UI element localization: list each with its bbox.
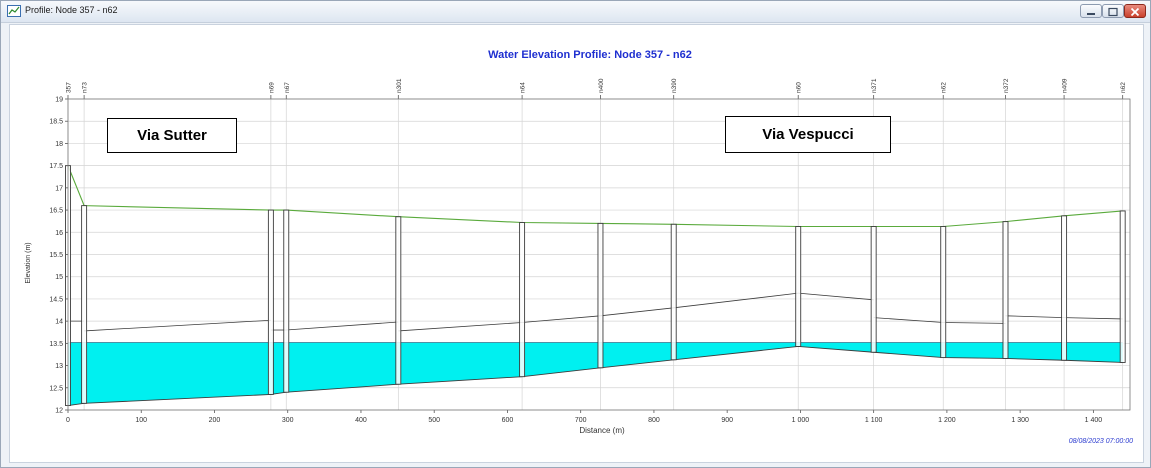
pipe-crown-segment <box>1064 317 1123 320</box>
x-tick-label: 400 <box>355 417 367 424</box>
maximize-button[interactable] <box>1102 4 1124 18</box>
chart-area: 12 12.5 13 13.5 14 14.5 15 15.5 16 16.5 17 17.5 18 18… <box>9 24 1144 463</box>
y-tick-label: 13 <box>55 363 63 370</box>
close-icon <box>1130 7 1140 17</box>
x-tick-label: 1 100 <box>865 417 883 424</box>
manhole <box>1061 215 1068 361</box>
manhole <box>395 216 402 385</box>
plot-frame <box>65 95 1131 413</box>
node-label: n371 <box>871 78 878 93</box>
y-tick-label: 14 <box>55 319 63 326</box>
manhole <box>670 223 677 361</box>
callout-via-vespucci: Via Vespucci <box>725 116 891 153</box>
x-tick-label: 1 400 <box>1085 417 1103 424</box>
minimize-icon <box>1087 13 1095 15</box>
plot-border <box>67 98 1131 411</box>
x-tick-label: 700 <box>575 417 587 424</box>
y-tick-label: 15.5 <box>49 252 63 259</box>
pipe-crown-segment <box>873 317 944 323</box>
y-tick-label: 16.5 <box>49 208 63 215</box>
profile-chart-icon <box>7 5 21 17</box>
y-tick-label: 19 <box>55 97 63 104</box>
chart-labels: 12 12.5 13 13.5 14 14.5 15 15.5 16 16.5 17 17.5 18 18… <box>49 78 1127 424</box>
node-label: n60 <box>796 82 803 93</box>
x-tick-label: 200 <box>209 417 221 424</box>
manhole <box>795 226 802 347</box>
manhole <box>1119 210 1126 363</box>
node-label: n62 <box>941 82 948 93</box>
manhole <box>267 209 274 395</box>
x-tick-label: 1 000 <box>792 417 810 424</box>
y-tick-label: 16 <box>55 230 63 237</box>
profile-chart: 12 12.5 13 13.5 14 14.5 15 15.5 16 16.5 17 17.5 18 18… <box>25 49 1133 445</box>
node-label: n64 <box>520 82 527 93</box>
close-button[interactable] <box>1124 4 1146 18</box>
node-label: 357 <box>66 82 73 93</box>
x-tick-label: 1 300 <box>1011 417 1029 424</box>
water-layer <box>68 342 1123 406</box>
timestamp: 08/08/2023 07:00:00 <box>1069 438 1133 445</box>
node-label: n372 <box>1003 78 1010 93</box>
x-tick-label: 500 <box>428 417 440 424</box>
pipe-crown-segment <box>673 292 799 309</box>
y-tick-label: 12 <box>55 408 63 415</box>
y-tick-label: 12.5 <box>49 385 63 392</box>
pipe-crown-segment <box>943 322 1006 324</box>
pipe-crown-segment <box>84 319 271 332</box>
manhole <box>81 205 88 404</box>
pipe-crown-segment <box>398 322 523 332</box>
y-tick-label: 15 <box>55 274 63 281</box>
pipe-crown-segment <box>522 315 601 323</box>
chart-title: Water Elevation Profile: Node 357 - n62 <box>488 49 692 61</box>
x-axis-label: Distance (m) <box>579 426 625 435</box>
y-tick-label: 13.5 <box>49 341 63 348</box>
manhole <box>940 226 947 359</box>
x-tick-label: 800 <box>648 417 660 424</box>
water-fill <box>68 342 1123 406</box>
node-label: n400 <box>598 78 605 93</box>
node-label: n69 <box>268 82 275 93</box>
x-tick-label: 300 <box>282 417 294 424</box>
node-label: n62 <box>1120 82 1127 93</box>
maximize-icon <box>1108 7 1118 17</box>
x-tick-label: 600 <box>502 417 514 424</box>
minimize-button[interactable] <box>1080 4 1102 18</box>
pipe-crown-segment <box>1005 315 1065 318</box>
x-tick-label: 900 <box>721 417 733 424</box>
manhole <box>1002 221 1009 359</box>
x-tick-label: 100 <box>135 417 147 424</box>
manhole <box>519 222 526 378</box>
node-label: n301 <box>396 78 403 93</box>
pipe-crown-segment <box>600 307 674 317</box>
x-tick-label: 0 <box>66 417 70 424</box>
y-tick-label: 17 <box>55 185 63 192</box>
title-bar[interactable]: Profile: Node 357 - n62 <box>1 1 1150 23</box>
x-tick-label: 1 200 <box>938 417 956 424</box>
manhole <box>870 226 877 353</box>
node-label: n73 <box>82 82 89 93</box>
node-label: n390 <box>671 78 678 93</box>
pipe-crown-segment <box>286 321 399 331</box>
pipe-crown-segment <box>798 292 874 301</box>
y-tick-label: 18 <box>55 141 63 148</box>
y-tick-label: 14.5 <box>49 296 63 303</box>
y-tick-label: 18.5 <box>49 119 63 126</box>
callout-via-sutter: Via Sutter <box>107 118 237 153</box>
node-label: n67 <box>284 82 291 93</box>
manhole <box>283 209 290 393</box>
window-title: Profile: Node 357 - n62 <box>25 5 118 15</box>
manhole <box>597 222 604 369</box>
y-axis-label: Elevation (m) <box>25 242 32 283</box>
ground-line <box>67 165 1123 228</box>
node-label: n409 <box>1062 78 1069 93</box>
y-tick-label: 17.5 <box>49 163 63 170</box>
